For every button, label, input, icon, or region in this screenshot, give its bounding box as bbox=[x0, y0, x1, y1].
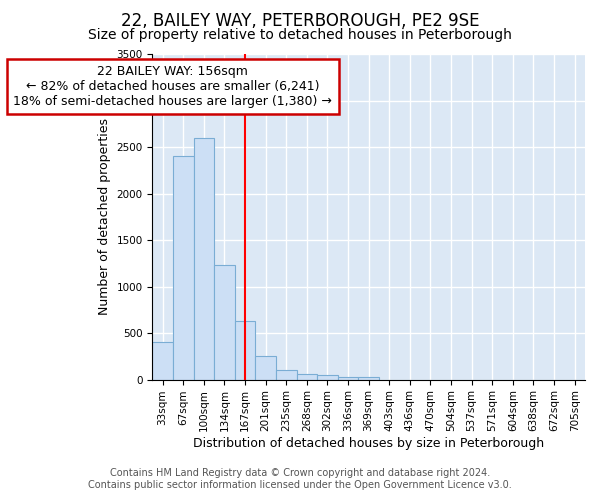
Bar bbox=[338, 377, 358, 380]
Text: Contains HM Land Registry data © Crown copyright and database right 2024.
Contai: Contains HM Land Registry data © Crown c… bbox=[88, 468, 512, 490]
Bar bbox=[152, 342, 173, 380]
Bar bbox=[358, 377, 379, 380]
Bar bbox=[296, 374, 317, 380]
X-axis label: Distribution of detached houses by size in Peterborough: Distribution of detached houses by size … bbox=[193, 437, 544, 450]
Text: 22 BAILEY WAY: 156sqm
← 82% of detached houses are smaller (6,241)
18% of semi-d: 22 BAILEY WAY: 156sqm ← 82% of detached … bbox=[13, 65, 332, 108]
Y-axis label: Number of detached properties: Number of detached properties bbox=[98, 118, 111, 316]
Text: Size of property relative to detached houses in Peterborough: Size of property relative to detached ho… bbox=[88, 28, 512, 42]
Bar bbox=[173, 156, 194, 380]
Bar bbox=[317, 375, 338, 380]
Bar bbox=[276, 370, 296, 380]
Bar bbox=[256, 356, 276, 380]
Bar bbox=[194, 138, 214, 380]
Bar bbox=[235, 321, 256, 380]
Bar bbox=[214, 265, 235, 380]
Text: 22, BAILEY WAY, PETERBOROUGH, PE2 9SE: 22, BAILEY WAY, PETERBOROUGH, PE2 9SE bbox=[121, 12, 479, 30]
